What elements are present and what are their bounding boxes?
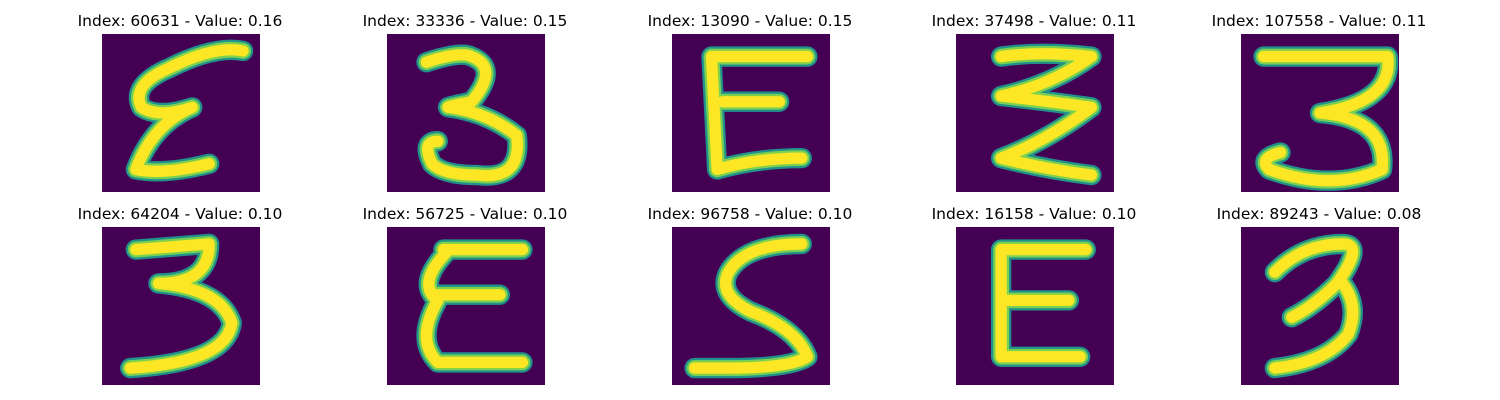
sample-cell: Index: 89243 - Value: 0.08 bbox=[1199, 205, 1439, 385]
digit-stroke-core bbox=[995, 48, 1098, 181]
digit-image bbox=[672, 34, 830, 192]
sample-title: Index: 64204 - Value: 0.10 bbox=[77, 205, 283, 223]
sample-title: Index: 107558 - Value: 0.11 bbox=[1211, 12, 1427, 30]
digit-stroke-core bbox=[688, 238, 814, 374]
sample-cell: Index: 107558 - Value: 0.11 bbox=[1199, 12, 1439, 192]
digit-image-svg bbox=[672, 34, 830, 192]
sample-cell: Index: 13090 - Value: 0.15 bbox=[630, 12, 870, 192]
digit-stroke-core bbox=[1257, 50, 1394, 187]
sample-cell: Index: 64204 - Value: 0.10 bbox=[60, 205, 300, 385]
sample-cell: Index: 16158 - Value: 0.10 bbox=[914, 205, 1154, 385]
digit-image-svg bbox=[102, 227, 260, 385]
sample-cell: Index: 60631 - Value: 0.16 bbox=[60, 12, 300, 192]
digit-image-svg bbox=[387, 227, 545, 385]
digit-image-svg bbox=[102, 34, 260, 192]
sample-title: Index: 33336 - Value: 0.15 bbox=[362, 12, 568, 30]
sample-title: Index: 56725 - Value: 0.10 bbox=[362, 205, 568, 223]
sample-cell: Index: 37498 - Value: 0.11 bbox=[914, 12, 1154, 192]
digit-image-svg bbox=[387, 34, 545, 192]
digit-image bbox=[1241, 34, 1399, 192]
digit-stroke-core bbox=[995, 243, 1092, 363]
digit-image bbox=[956, 34, 1114, 192]
sample-title: Index: 37498 - Value: 0.11 bbox=[931, 12, 1137, 30]
digit-stroke-core bbox=[420, 243, 529, 369]
digit-image-svg bbox=[1241, 227, 1399, 385]
digit-image-svg bbox=[956, 227, 1114, 385]
digit-stroke-core bbox=[420, 49, 524, 182]
digit-image bbox=[387, 34, 545, 192]
sample-title: Index: 13090 - Value: 0.15 bbox=[647, 12, 853, 30]
sample-cell: Index: 56725 - Value: 0.10 bbox=[345, 205, 585, 385]
sample-cell: Index: 96758 - Value: 0.10 bbox=[630, 205, 870, 385]
digit-image-svg bbox=[956, 34, 1114, 192]
digit-image bbox=[672, 227, 830, 385]
sample-title: Index: 89243 - Value: 0.08 bbox=[1216, 205, 1422, 223]
digit-image bbox=[956, 227, 1114, 385]
digit-stroke-core bbox=[130, 44, 249, 177]
sample-cell: Index: 33336 - Value: 0.15 bbox=[345, 12, 585, 192]
digit-image-svg bbox=[1241, 34, 1399, 192]
digit-image bbox=[387, 227, 545, 385]
digit-stroke-core bbox=[705, 50, 814, 176]
digit-image bbox=[1241, 227, 1399, 385]
sample-title: Index: 60631 - Value: 0.16 bbox=[77, 12, 283, 30]
sample-title: Index: 96758 - Value: 0.10 bbox=[647, 205, 853, 223]
digit-image bbox=[102, 34, 260, 192]
digit-image-svg bbox=[672, 227, 830, 385]
sample-title: Index: 16158 - Value: 0.10 bbox=[931, 205, 1137, 223]
digit-stroke-core bbox=[1269, 238, 1359, 374]
digit-image bbox=[102, 227, 260, 385]
digit-stroke-core bbox=[124, 238, 238, 374]
